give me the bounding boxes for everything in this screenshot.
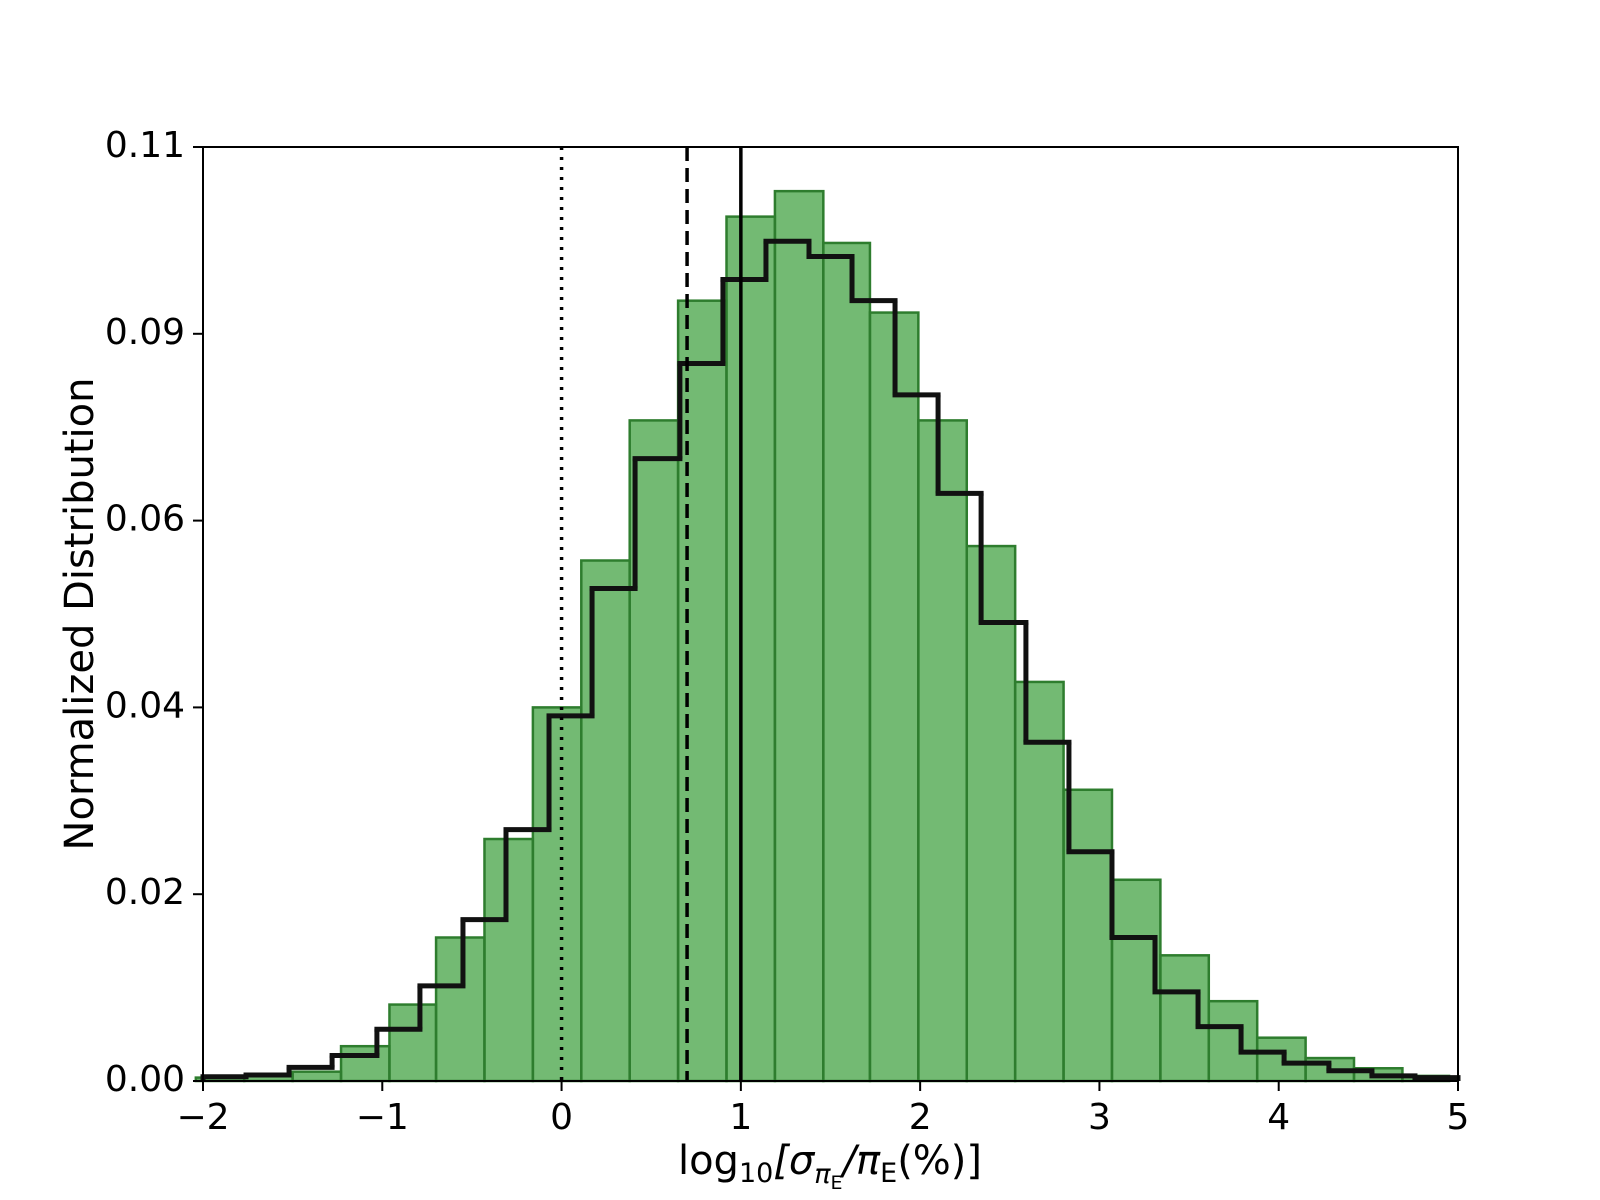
histogram-bar [339, 1044, 391, 1083]
x-label-part: (%)] [897, 1138, 982, 1184]
y-tick-label: 0.11 [105, 125, 185, 166]
histogram-bar [676, 299, 728, 1083]
x-tick-label: 3 [1088, 1097, 1111, 1138]
histogram-bar [1255, 1036, 1307, 1083]
histogram-bar [1207, 999, 1259, 1083]
x-label-part: E [880, 1158, 897, 1189]
x-tick-label: −1 [356, 1097, 409, 1138]
x-axis-label: log10[σπE/πE(%)] [678, 1138, 982, 1194]
x-label-part: 10 [739, 1158, 773, 1189]
y-axis-label: Normalized Distribution [57, 378, 103, 851]
histogram-bar [868, 311, 920, 1083]
x-label-part: log [678, 1138, 739, 1184]
histogram-bar [1110, 878, 1162, 1083]
x-tick-label: 2 [909, 1097, 932, 1138]
histogram-bar [965, 544, 1017, 1083]
x-tick-label: 1 [729, 1097, 752, 1138]
x-tick-label: 5 [1447, 1097, 1470, 1138]
x-label-part: /π [840, 1138, 881, 1184]
x-label-part: E [831, 1172, 843, 1194]
histogram-bar [434, 936, 486, 1083]
histogram-bar [1159, 954, 1211, 1083]
histogram-bar [291, 1070, 343, 1083]
x-tick-label: 0 [550, 1097, 573, 1138]
histogram-bar [483, 837, 535, 1083]
y-tick-label: 0.09 [105, 312, 185, 353]
y-tick-label: 0.06 [105, 499, 185, 540]
histogram-bar [388, 1003, 438, 1083]
histogram-bar [725, 215, 777, 1083]
x-tick-label: 4 [1267, 1097, 1290, 1138]
x-tick-label: −2 [176, 1097, 229, 1138]
histogram-bar [822, 241, 872, 1083]
x-label-part: [σ [773, 1138, 816, 1184]
plot-area [194, 147, 1461, 1083]
y-tick-label: 0.00 [105, 1059, 185, 1100]
x-label-part: π [814, 1159, 831, 1190]
histogram-bar [1062, 788, 1114, 1083]
y-tick-label: 0.02 [105, 872, 185, 913]
plot-frame [202, 146, 1459, 1082]
histogram-bar [917, 419, 969, 1083]
y-tick-label: 0.04 [105, 685, 185, 726]
histogram-bar [628, 419, 680, 1083]
histogram-bar [773, 189, 825, 1083]
histogram-bar [531, 706, 583, 1083]
histogram-bar [580, 559, 631, 1083]
